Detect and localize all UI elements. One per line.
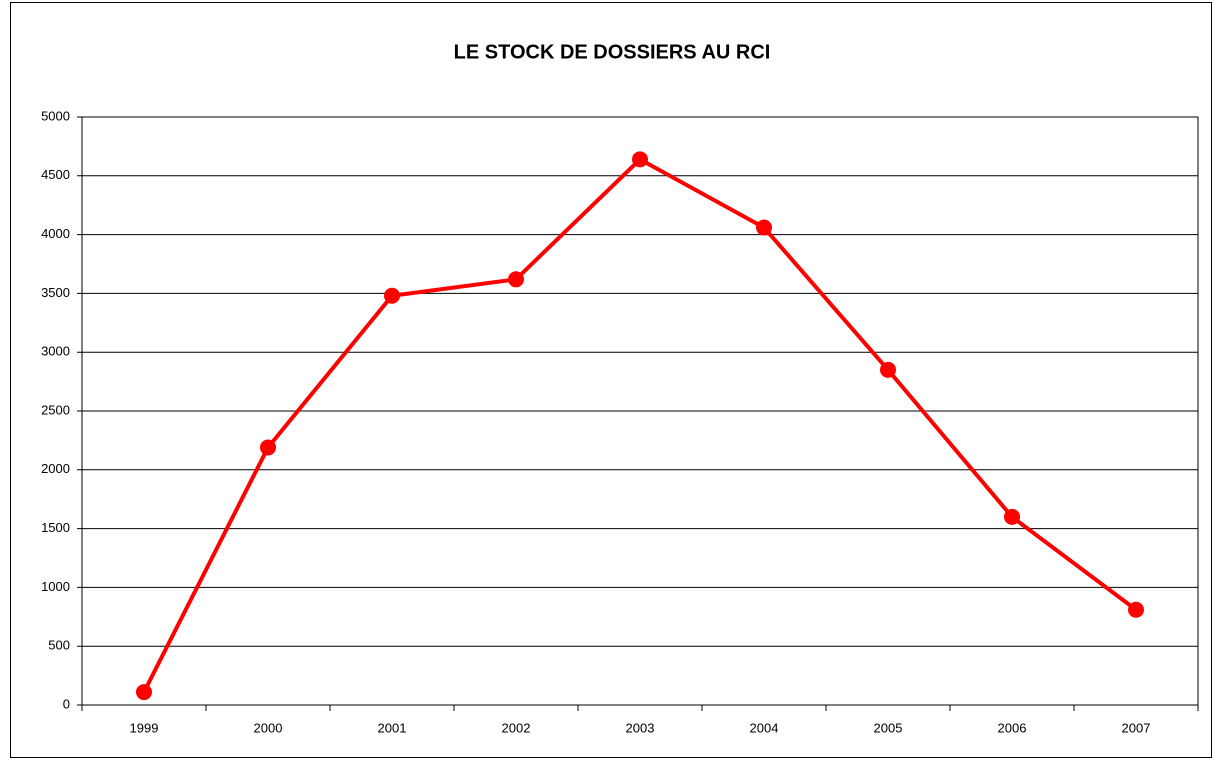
y-tick-label: 5000 [41,108,70,123]
marker [384,287,400,304]
y-tick-label: 1500 [41,520,70,535]
y-tick-label: 3500 [41,285,70,300]
y-tick-label: 0 [63,696,70,711]
marker [1004,508,1020,525]
chart-border [10,2,1212,758]
marker [880,361,896,378]
x-tick-label: 2005 [874,720,903,735]
x-tick-label: 2002 [502,720,531,735]
x-tick-label: 2007 [1122,720,1151,735]
y-tick-label: 2500 [41,402,70,417]
marker [508,271,524,288]
x-tick-label: 2004 [750,720,779,735]
x-tick-label: 2003 [626,720,655,735]
chart-title: LE STOCK DE DOSSIERS AU RCI [454,41,771,63]
y-tick-label: 2000 [41,461,70,476]
plot-area [81,116,1199,706]
marker [756,219,772,236]
marker [260,439,276,456]
y-tick-label: 4500 [41,167,70,182]
x-tick-label: 2006 [998,720,1027,735]
x-tick-label: 1999 [130,720,159,735]
x-tick-label: 2001 [378,720,407,735]
x-tick-label: 2000 [254,720,283,735]
y-tick-label: 3000 [41,344,70,359]
marker [136,684,152,701]
y-tick-label: 1000 [41,579,70,594]
y-tick-label: 500 [48,638,70,653]
y-tick-label: 4000 [41,226,70,241]
marker [632,151,648,168]
marker [1128,601,1144,618]
